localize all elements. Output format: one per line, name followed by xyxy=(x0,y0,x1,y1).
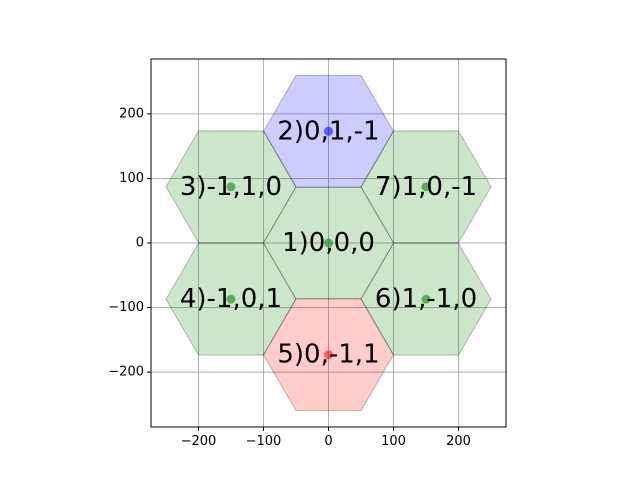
hex-center-point xyxy=(421,294,431,304)
hex-label: 3)-1,1,0 xyxy=(180,172,282,202)
y-tick-label: 100 xyxy=(119,171,144,186)
y-tick-label: −200 xyxy=(108,365,144,380)
hex-center-point xyxy=(226,182,236,192)
hex-label: 1)0,0,0 xyxy=(282,228,375,258)
x-tick-label: −200 xyxy=(181,434,217,449)
hex-center-point xyxy=(324,238,333,248)
hex-label: 7)1,0,-1 xyxy=(375,172,477,202)
x-tick-label: 100 xyxy=(381,434,406,449)
grid-layer xyxy=(151,59,506,427)
point-layer xyxy=(226,126,431,360)
y-tick-label: −100 xyxy=(108,300,144,315)
tick-layer: −200 −100 0 100 200 −200 −100 0 100 200 xyxy=(108,106,471,449)
hex-label: 4)-1,0,1 xyxy=(180,284,282,314)
y-tick-label: 0 xyxy=(136,236,144,251)
hex-center-point xyxy=(324,126,333,136)
hex-label-layer: 1)0,0,0 2)0,1,-1 3)-1,1,0 4)-1,0,1 5)0,-1,1 6… xyxy=(180,116,477,369)
hex-label: 2)0,1,-1 xyxy=(277,116,379,146)
hex-center-point xyxy=(226,294,236,304)
x-tick-label: 0 xyxy=(324,434,332,449)
hex-label: 6)1,-1,0 xyxy=(375,284,477,314)
hex-label: 5)0,-1,1 xyxy=(277,340,379,370)
x-tick-label: 200 xyxy=(446,434,471,449)
y-tick-label: 200 xyxy=(119,106,144,121)
hex-center-point xyxy=(421,182,431,192)
hex-center-point xyxy=(324,350,333,360)
x-tick-label: −100 xyxy=(246,434,282,449)
